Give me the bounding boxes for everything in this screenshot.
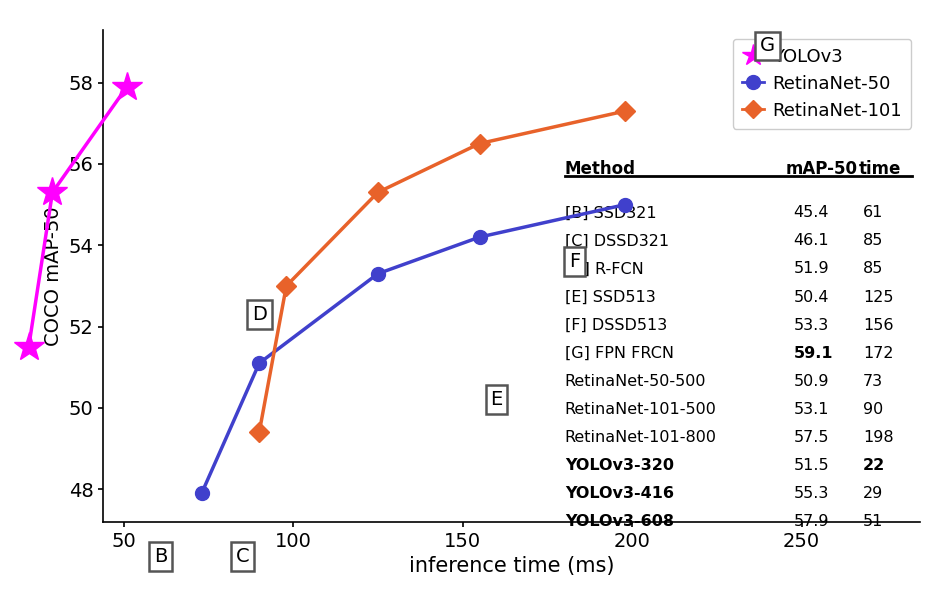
Text: 22: 22 — [863, 458, 885, 473]
Text: 59.1: 59.1 — [793, 346, 833, 361]
Text: 125: 125 — [863, 289, 894, 305]
Text: YOLOv3-608: YOLOv3-608 — [565, 514, 674, 529]
Text: D: D — [252, 305, 267, 324]
Text: 51.5: 51.5 — [793, 458, 829, 473]
Text: 53.3: 53.3 — [793, 318, 829, 333]
Text: 61: 61 — [863, 205, 884, 221]
Text: F: F — [569, 252, 580, 271]
Text: YOLOv3-416: YOLOv3-416 — [565, 486, 674, 501]
Text: [C] DSSD321: [C] DSSD321 — [565, 234, 669, 248]
Text: 50.9: 50.9 — [793, 374, 829, 388]
Text: 53.1: 53.1 — [793, 401, 829, 417]
Text: [F] DSSD513: [F] DSSD513 — [565, 318, 667, 333]
Text: 198: 198 — [863, 430, 894, 445]
Y-axis label: COCO mAP-50: COCO mAP-50 — [44, 206, 63, 346]
Text: RetinaNet-101-800: RetinaNet-101-800 — [565, 430, 716, 445]
Text: [G] FPN FRCN: [G] FPN FRCN — [565, 346, 674, 361]
Text: [D] R-FCN: [D] R-FCN — [565, 262, 643, 276]
Text: 51: 51 — [863, 514, 884, 529]
Text: 50.4: 50.4 — [793, 289, 829, 305]
X-axis label: inference time (ms): inference time (ms) — [409, 556, 614, 576]
Text: E: E — [490, 390, 502, 409]
Text: RetinaNet-50-500: RetinaNet-50-500 — [565, 374, 706, 388]
Text: 85: 85 — [863, 234, 884, 248]
Text: 172: 172 — [863, 346, 894, 361]
Text: C: C — [236, 547, 249, 566]
Text: 55.3: 55.3 — [793, 486, 829, 501]
Text: 57.5: 57.5 — [793, 430, 829, 445]
Text: G: G — [760, 36, 776, 55]
Text: mAP-50: mAP-50 — [785, 160, 857, 178]
Legend: YOLOv3, RetinaNet-50, RetinaNet-101: YOLOv3, RetinaNet-50, RetinaNet-101 — [732, 39, 911, 129]
Text: time: time — [859, 160, 901, 178]
Text: RetinaNet-101-500: RetinaNet-101-500 — [565, 401, 716, 417]
Text: 29: 29 — [863, 486, 884, 501]
Text: 156: 156 — [863, 318, 894, 333]
Text: 51.9: 51.9 — [793, 262, 829, 276]
Text: Method: Method — [565, 160, 636, 178]
Text: [E] SSD513: [E] SSD513 — [565, 289, 655, 305]
Text: 46.1: 46.1 — [793, 234, 829, 248]
Text: 73: 73 — [863, 374, 884, 388]
Text: 57.9: 57.9 — [793, 514, 829, 529]
Text: B: B — [154, 547, 167, 566]
Text: 90: 90 — [863, 401, 884, 417]
Text: 85: 85 — [863, 262, 884, 276]
Text: 45.4: 45.4 — [793, 205, 829, 221]
Text: [B] SSD321: [B] SSD321 — [565, 205, 656, 221]
Text: YOLOv3-320: YOLOv3-320 — [565, 458, 674, 473]
